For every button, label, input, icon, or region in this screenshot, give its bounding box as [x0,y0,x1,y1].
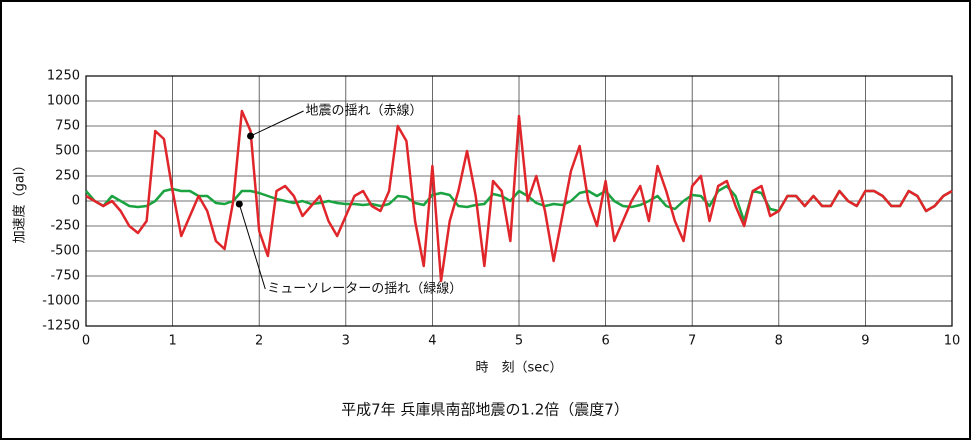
annotation-dot [235,200,243,208]
y-tick-label: -750 [50,269,80,284]
x-tick-label: 3 [342,334,350,349]
annotation-leader [238,203,266,290]
x-axis-title: 時 刻（sec） [476,361,563,376]
series-line [85,109,953,283]
y-tick-label: 500 [55,144,80,159]
x-tick-label: 9 [861,334,869,349]
plot-border [85,75,953,327]
x-tick-label: 4 [428,334,436,349]
annotation-label: ミューソレーターの揺れ（緑線） [267,281,462,297]
x-tick-label: 5 [515,334,523,349]
x-tick-label: 7 [688,334,696,349]
y-tick-label: 250 [55,169,80,184]
x-tick-label: 1 [168,334,176,349]
x-tick-label: 8 [775,334,783,349]
y-tick-label: -1250 [42,319,80,334]
y-tick-label: -500 [50,244,80,259]
y-tick-label: 1250 [47,69,80,84]
x-tick-label: 6 [601,334,609,349]
y-tick-label: -250 [50,219,80,234]
x-tick-label: 0 [82,334,90,349]
y-tick-label: 1000 [47,94,80,109]
x-tick-label: 10 [944,334,961,349]
caption: 平成7年 兵庫県南部地震の1.2倍（震度7） [341,401,629,419]
annotation-leader [250,110,304,137]
y-tick-label: 750 [55,119,80,134]
y-tick-label: -1000 [42,294,80,309]
x-tick-label: 2 [255,334,263,349]
annotation-label: 地震の揺れ（赤線） [306,103,423,119]
y-tick-label: 0 [72,194,80,209]
y-axis-title: 加速度（gal） [12,159,28,244]
annotation-dot [247,132,255,140]
